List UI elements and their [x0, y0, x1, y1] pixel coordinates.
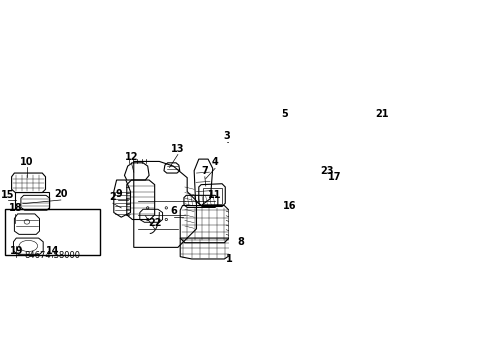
Text: 22: 22 — [148, 218, 161, 228]
Bar — [5, 209, 100, 255]
Text: 12: 12 — [124, 152, 138, 162]
Text: 21: 21 — [375, 109, 389, 119]
Text: 10: 10 — [20, 157, 34, 167]
Bar — [203, 188, 222, 204]
Text: 17: 17 — [328, 172, 342, 182]
Text: 14: 14 — [46, 246, 59, 256]
Text: 11: 11 — [208, 190, 222, 201]
Text: 15: 15 — [1, 189, 15, 199]
Text: 13: 13 — [171, 144, 185, 153]
Text: 4: 4 — [212, 157, 219, 167]
Text: 16: 16 — [283, 201, 296, 211]
Text: 8: 8 — [238, 237, 245, 247]
Text: 3: 3 — [224, 131, 230, 141]
Text: 7: 7 — [201, 166, 208, 176]
Text: 9: 9 — [115, 189, 122, 199]
Text: 23: 23 — [320, 166, 333, 176]
Text: 18: 18 — [8, 203, 22, 213]
Text: 84674-S8000: 84674-S8000 — [24, 251, 80, 260]
Text: 19: 19 — [9, 246, 23, 256]
Bar — [15, 192, 49, 209]
Text: 6: 6 — [171, 206, 177, 216]
Text: 20: 20 — [54, 189, 68, 199]
Text: 2: 2 — [109, 192, 116, 202]
Text: 1: 1 — [225, 254, 232, 264]
Text: 5: 5 — [281, 109, 288, 119]
